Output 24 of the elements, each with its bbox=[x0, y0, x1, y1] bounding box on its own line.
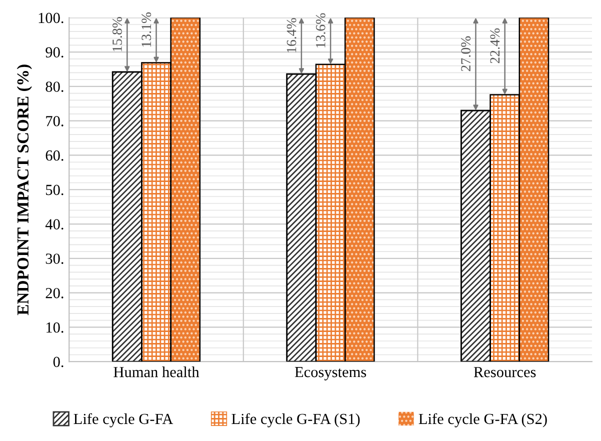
y-tick-label: 70. bbox=[46, 116, 64, 126]
x-tick-label: Human health bbox=[114, 366, 200, 378]
annotation: 13.6% bbox=[316, 13, 326, 48]
annotation: 27.0% bbox=[461, 36, 471, 72]
legend-label: Life cycle G-FA (S2) bbox=[418, 413, 547, 428]
y-tick-label: 10. bbox=[46, 322, 64, 333]
y-tick-label: 100. bbox=[38, 12, 64, 24]
y-tick-label: 40. bbox=[45, 219, 64, 230]
y-tick-label: 30. bbox=[46, 254, 64, 264]
y-tick-label: 60. bbox=[46, 150, 64, 161]
annotation: 13.1% bbox=[142, 12, 152, 47]
annotation: 22.4% bbox=[490, 28, 500, 64]
y-tick-label: 0. bbox=[53, 356, 64, 368]
x-tick-label: Ecosystems bbox=[294, 367, 366, 380]
y-tick-label: 20. bbox=[46, 288, 64, 298]
legend-label: Life cycle G-FA bbox=[74, 413, 174, 428]
x-tick-label: Resources bbox=[474, 367, 536, 378]
y-tick-label: 50. bbox=[46, 184, 64, 196]
legend-label: Life cycle G-FA (S1) bbox=[232, 413, 360, 428]
annotation: 15.8% bbox=[112, 17, 122, 52]
y-tick-label: 80. bbox=[46, 82, 64, 92]
y-tick-label: 90. bbox=[46, 47, 64, 58]
y-axis-title: ENDPOINT IMPACT SCORE (%) bbox=[16, 64, 32, 316]
annotation: 16.4% bbox=[286, 18, 296, 52]
